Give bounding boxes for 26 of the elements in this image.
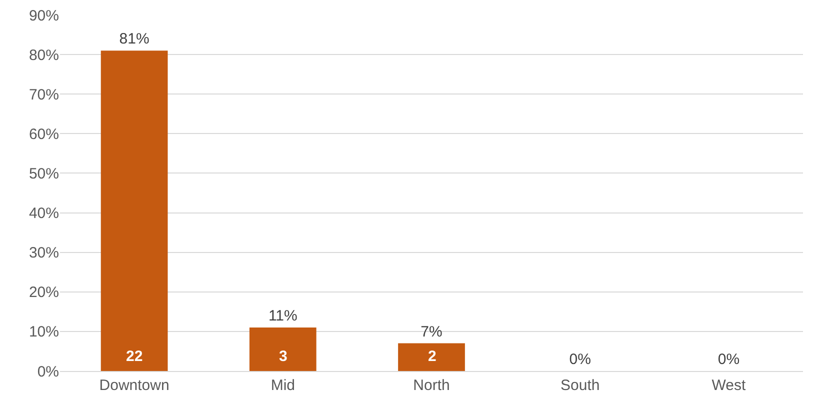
- y-tick-label: 30%: [28, 244, 59, 262]
- y-tick-label: 50%: [28, 165, 59, 182]
- bar: [100, 50, 168, 371]
- x-tick-label: West: [712, 377, 746, 394]
- data-label: 0%: [718, 351, 740, 368]
- y-tick-label: 90%: [28, 7, 59, 24]
- x-tick-label: Mid: [270, 377, 295, 394]
- y-tick-label: 20%: [28, 284, 59, 302]
- data-label: 0%: [569, 351, 591, 368]
- y-tick-label: 40%: [28, 205, 59, 222]
- annotation: 3: [279, 348, 288, 365]
- data-label: 11%: [268, 307, 298, 324]
- y-tick-label: 70%: [28, 86, 59, 104]
- y-tick-label: 60%: [28, 126, 59, 143]
- y-tick-label: 0%: [37, 363, 59, 380]
- bar: [398, 343, 465, 371]
- data-label: 7%: [420, 323, 442, 340]
- annotation: 22: [126, 348, 143, 365]
- bar: [249, 327, 316, 371]
- y-tick-label: 10%: [28, 324, 59, 341]
- annotation: 2: [428, 348, 436, 365]
- x-tick-label: North: [413, 377, 450, 394]
- x-tick-label: Downtown: [99, 377, 170, 394]
- x-tick-label: South: [560, 377, 600, 394]
- data-label: 81%: [119, 30, 150, 48]
- y-tick-label: 80%: [28, 46, 59, 64]
